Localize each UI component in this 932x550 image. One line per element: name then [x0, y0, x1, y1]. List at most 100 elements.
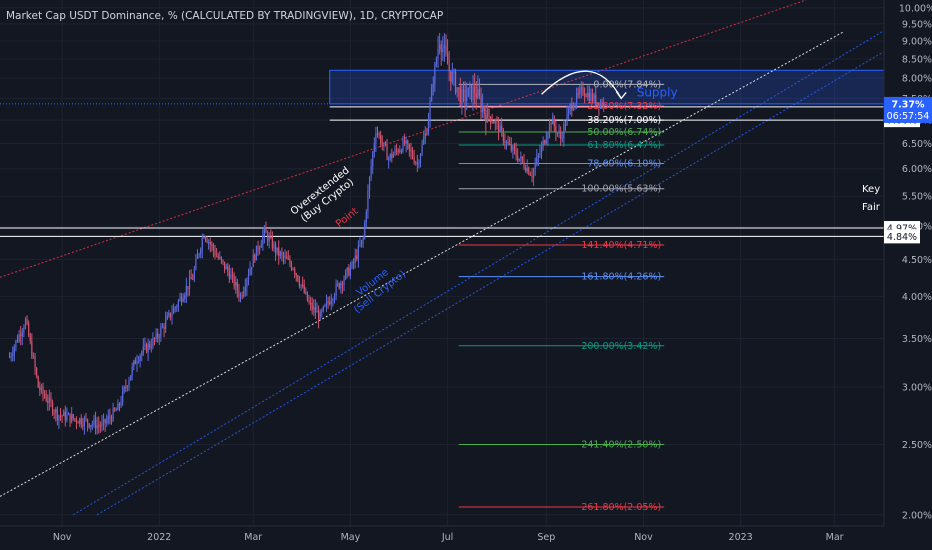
candle-body	[532, 169, 535, 178]
candle-body	[575, 93, 578, 104]
fib-level-label: 78.60%(6.10%)	[587, 158, 661, 169]
candle-body	[564, 124, 567, 126]
price-tag-label: 4.97%	[887, 224, 917, 235]
x-tick-label: Nov	[634, 532, 653, 543]
candle-body	[34, 356, 36, 369]
candle-body	[231, 274, 234, 276]
candle-body	[370, 166, 372, 178]
candle-body	[298, 280, 301, 286]
candle-body	[544, 140, 546, 144]
candle-body	[259, 247, 261, 251]
candle-body	[528, 167, 530, 175]
candle-body	[321, 310, 323, 312]
candle-body	[383, 142, 385, 144]
candle-body	[365, 211, 367, 223]
candle-body	[563, 124, 565, 139]
candle-body	[311, 302, 313, 310]
candle-body	[475, 92, 477, 99]
candle-body	[364, 222, 366, 239]
candle-body	[257, 245, 259, 251]
candle-body	[179, 297, 181, 301]
candle-body	[349, 267, 352, 276]
candle-body	[134, 360, 136, 365]
candle-body	[15, 340, 17, 347]
candle-body	[442, 48, 444, 52]
y-tick-label: 10.00%	[899, 3, 932, 14]
candle-body	[536, 157, 538, 165]
candle-body	[10, 356, 12, 358]
y-tick-label: 6.50%	[902, 139, 932, 150]
candle-body	[585, 95, 587, 97]
candle-body	[517, 156, 519, 161]
candle-body	[439, 44, 441, 50]
candle-body	[566, 114, 568, 126]
candle-body	[595, 94, 597, 105]
candle-body	[187, 286, 189, 289]
candle-body	[185, 286, 187, 296]
candle-body	[23, 327, 25, 333]
candle-body	[287, 258, 289, 260]
candle-body	[47, 401, 49, 403]
candle-body	[485, 113, 487, 123]
candle-body	[163, 326, 165, 329]
candle-body	[31, 341, 33, 357]
candle-body	[337, 283, 339, 285]
candle-body	[399, 150, 401, 153]
candle-body	[192, 279, 194, 281]
candle-body	[341, 282, 344, 286]
candle-body	[200, 249, 202, 254]
candle-body	[82, 424, 84, 427]
candle-body	[423, 138, 425, 145]
candle-body	[195, 258, 197, 270]
candle-body	[61, 415, 63, 417]
candle-body	[603, 102, 605, 107]
candle-body	[515, 149, 517, 157]
candle-body	[389, 154, 391, 159]
candle-body	[571, 104, 573, 111]
candle-body	[569, 104, 571, 109]
candle-body	[8, 357, 11, 359]
candle-body	[87, 419, 89, 424]
candle-body	[225, 266, 227, 270]
candle-body	[137, 360, 140, 362]
candle-body	[376, 133, 379, 135]
chart-title: Market Cap USDT Dominance, % (CALCULATED…	[6, 10, 444, 22]
candle-body	[540, 146, 543, 153]
candle-body	[448, 64, 450, 72]
candle-body	[577, 93, 579, 95]
candle-body	[16, 340, 19, 342]
y-tick-label: 8.50%	[902, 54, 932, 65]
candle-body	[391, 154, 393, 158]
candle-body	[346, 267, 348, 272]
candle-body	[254, 254, 256, 261]
candle-body	[560, 132, 562, 139]
x-tick-label: Mar	[826, 532, 844, 543]
candle-body	[79, 418, 81, 424]
candle-body	[106, 420, 108, 424]
candle-body	[345, 271, 347, 279]
candle-body	[289, 258, 291, 264]
candle-body	[507, 142, 509, 144]
channel-line	[96, 51, 885, 516]
candle-body	[39, 387, 41, 391]
candle-body	[123, 386, 125, 391]
candle-body	[466, 96, 468, 102]
candle-body	[380, 134, 382, 144]
candle-body	[504, 141, 506, 143]
x-tick-label: Nov	[53, 532, 72, 543]
candle-body	[413, 157, 415, 163]
candle-body	[142, 346, 144, 353]
candle-body	[593, 94, 595, 101]
candle-body	[537, 155, 539, 158]
candle-body	[149, 343, 151, 348]
candle-body	[126, 386, 129, 388]
candle-body	[477, 89, 479, 99]
candle-body	[305, 291, 307, 293]
candle-body	[85, 418, 87, 420]
candle-body	[274, 244, 277, 253]
candle-body	[294, 269, 296, 274]
candle-body	[574, 103, 576, 108]
candle-body	[227, 266, 229, 272]
